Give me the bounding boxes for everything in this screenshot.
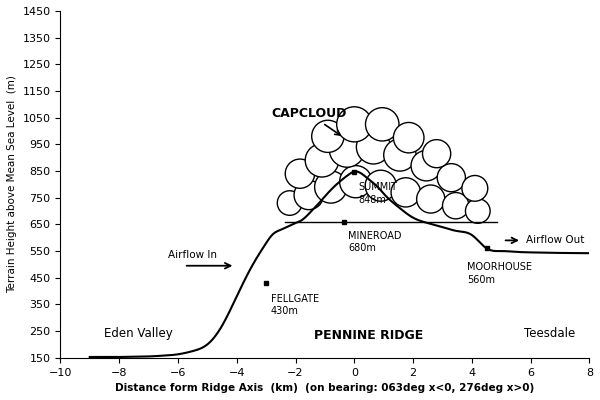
Text: MINEROAD
680m: MINEROAD 680m [349, 231, 402, 254]
Text: SUMMIT
848m: SUMMIT 848m [359, 182, 398, 205]
Ellipse shape [437, 164, 466, 192]
Text: CAPCLOUD: CAPCLOUD [271, 107, 346, 135]
Ellipse shape [422, 140, 451, 168]
Ellipse shape [356, 130, 391, 164]
Ellipse shape [466, 199, 490, 223]
Ellipse shape [314, 171, 347, 203]
X-axis label: Distance form Ridge Axis  (km)  (on bearing: 063deg x<0, 276deg x>0): Distance form Ridge Axis (km) (on bearin… [115, 383, 535, 393]
Ellipse shape [305, 144, 339, 177]
Ellipse shape [384, 139, 416, 171]
Ellipse shape [329, 132, 365, 167]
Ellipse shape [311, 120, 344, 152]
Text: PENNINE RIDGE: PENNINE RIDGE [314, 330, 424, 342]
Text: Airflow In: Airflow In [168, 250, 217, 260]
Y-axis label: Terrain Height above Mean Sea Level  (m): Terrain Height above Mean Sea Level (m) [7, 76, 17, 293]
Text: MOORHOUSE
560m: MOORHOUSE 560m [467, 262, 532, 285]
Ellipse shape [285, 159, 314, 188]
Text: Eden Valley: Eden Valley [104, 327, 173, 340]
Ellipse shape [337, 107, 372, 142]
Ellipse shape [411, 150, 442, 181]
Ellipse shape [340, 166, 372, 198]
Text: Teesdale: Teesdale [524, 327, 575, 340]
Ellipse shape [443, 192, 469, 219]
Ellipse shape [462, 176, 488, 201]
Ellipse shape [294, 180, 323, 210]
Text: Airflow Out: Airflow Out [526, 234, 584, 244]
Ellipse shape [394, 122, 424, 153]
Text: FELLGATE
430m: FELLGATE 430m [271, 294, 319, 316]
Ellipse shape [391, 178, 421, 207]
Ellipse shape [365, 108, 399, 141]
Ellipse shape [416, 185, 445, 213]
Ellipse shape [277, 191, 302, 215]
Ellipse shape [365, 170, 397, 201]
